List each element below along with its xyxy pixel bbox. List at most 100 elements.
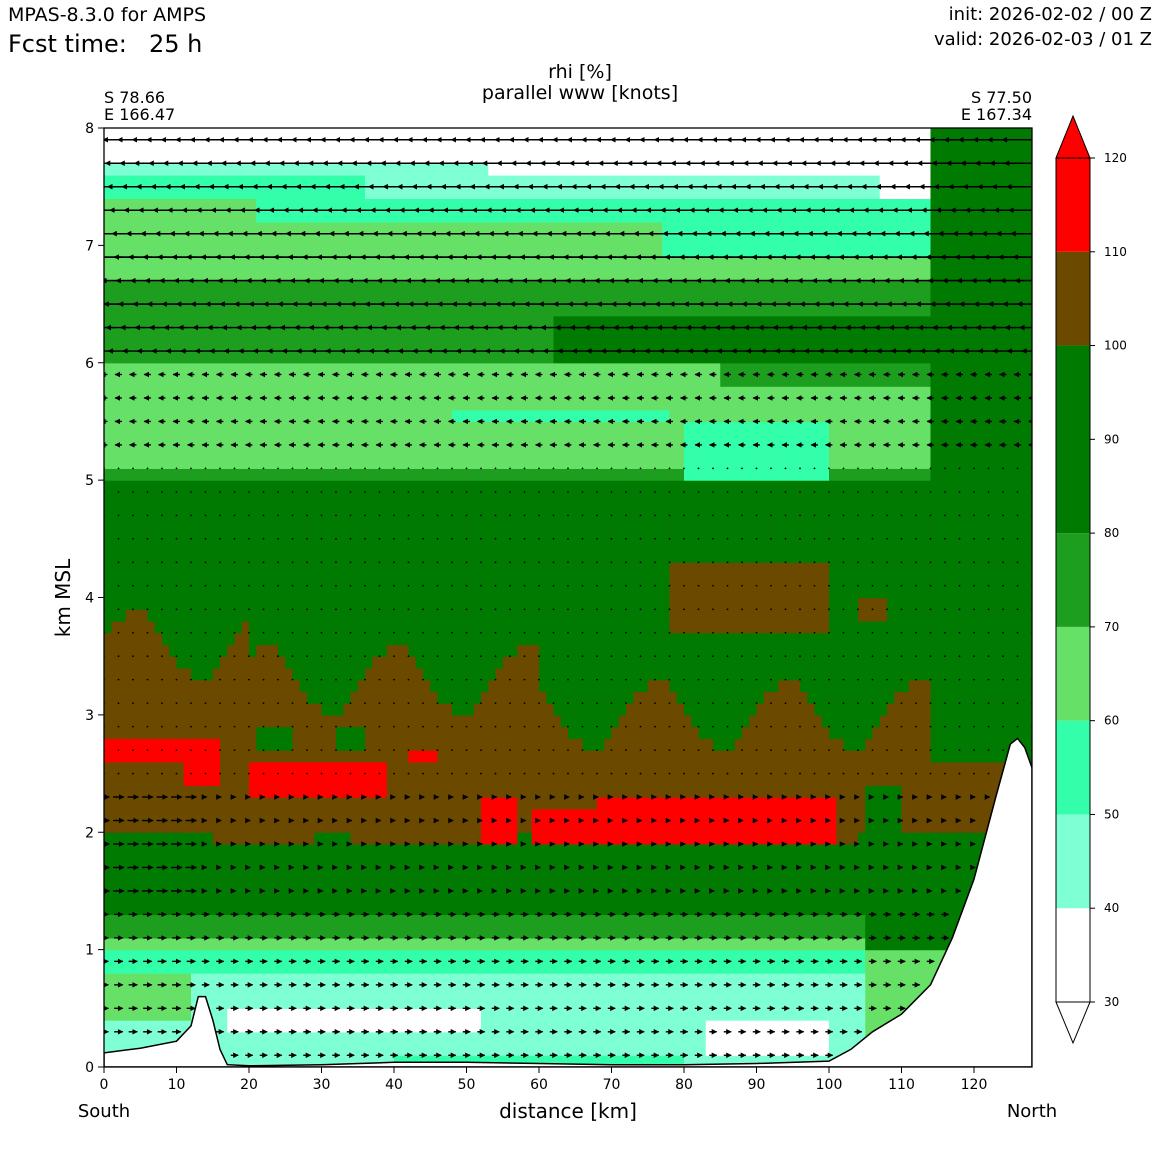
rhi-cell bbox=[582, 315, 591, 364]
rhi-cell bbox=[618, 843, 627, 916]
rhi-cell bbox=[321, 468, 330, 481]
wind-vector bbox=[842, 514, 845, 517]
rhi-cell bbox=[350, 937, 359, 951]
rhi-cell bbox=[575, 468, 584, 481]
rhi-cell bbox=[727, 632, 736, 751]
rhi-cell bbox=[176, 280, 185, 364]
rhi-cell bbox=[133, 1020, 141, 1067]
rhi-cell bbox=[321, 480, 330, 716]
rhi-cell bbox=[807, 562, 816, 634]
rhi-cell bbox=[749, 843, 758, 916]
rhi-cell bbox=[299, 480, 308, 693]
rhi-cell bbox=[510, 797, 518, 845]
wind-vector bbox=[262, 608, 265, 611]
wind-vector bbox=[784, 537, 787, 540]
rhi-cell bbox=[118, 198, 127, 282]
rhi-cell bbox=[466, 468, 475, 481]
wind-vector bbox=[190, 608, 192, 611]
rhi-cell bbox=[408, 468, 417, 481]
rhi-cell bbox=[365, 468, 373, 481]
rhi-cell bbox=[662, 914, 671, 939]
wind-vector bbox=[233, 467, 236, 470]
wind-vector bbox=[654, 631, 656, 634]
wind-vector bbox=[262, 678, 265, 681]
rhi-cell bbox=[749, 280, 758, 317]
rhi-cell bbox=[655, 421, 663, 469]
wind-vector bbox=[712, 467, 714, 470]
rhi-cell bbox=[299, 280, 308, 364]
rhi-cell bbox=[676, 703, 685, 798]
rhi-cell bbox=[292, 973, 301, 1009]
rhi-cell bbox=[705, 315, 714, 364]
rhi-cell bbox=[901, 832, 910, 951]
wind-vector bbox=[451, 749, 453, 751]
rhi-cell bbox=[357, 843, 366, 916]
rhi-cell bbox=[452, 1031, 460, 1056]
rhi-cell bbox=[176, 468, 185, 481]
rhi-cell bbox=[821, 726, 830, 798]
rhi-cell bbox=[676, 280, 685, 317]
rhi-cell bbox=[771, 315, 779, 364]
rhi-cell bbox=[568, 937, 576, 951]
rhi-cell bbox=[176, 198, 185, 282]
wind-vector bbox=[610, 678, 613, 681]
rhi-cell bbox=[263, 937, 272, 951]
colorbar-tick-label: 60 bbox=[1104, 714, 1119, 728]
rhi-cell bbox=[307, 1008, 315, 1033]
wind-vector bbox=[857, 725, 859, 728]
wind-vector bbox=[697, 749, 700, 751]
rhi-cell bbox=[401, 468, 410, 481]
wind-vector bbox=[1016, 467, 1019, 470]
rhi-cell bbox=[125, 280, 134, 364]
wind-vector bbox=[451, 561, 453, 564]
wind-vector bbox=[480, 631, 482, 634]
rhi-cell bbox=[792, 386, 801, 423]
rhi-cell bbox=[357, 679, 366, 728]
wind-vector bbox=[523, 772, 526, 775]
wind-vector bbox=[842, 608, 845, 611]
wind-vector bbox=[436, 749, 439, 751]
rhi-cell bbox=[473, 280, 482, 364]
rhi-cell bbox=[357, 362, 366, 469]
rhi-cell bbox=[763, 386, 772, 423]
wind-vector bbox=[697, 537, 700, 540]
wind-vector bbox=[146, 608, 149, 611]
rhi-cell bbox=[270, 843, 279, 916]
wind-vector bbox=[567, 561, 569, 564]
wind-vector bbox=[494, 490, 497, 493]
rhi-cell bbox=[336, 797, 344, 833]
rhi-cell bbox=[140, 832, 149, 916]
rhi-cell bbox=[676, 198, 685, 258]
rhi-cell bbox=[785, 679, 794, 798]
rhi-cell bbox=[394, 480, 402, 646]
wind-vector bbox=[857, 631, 859, 634]
rhi-cell bbox=[546, 808, 555, 845]
rhi-cell bbox=[459, 914, 468, 939]
wind-vector bbox=[523, 467, 526, 470]
rhi-cell bbox=[800, 128, 808, 176]
rhi-cell bbox=[111, 914, 120, 939]
rhi-cell bbox=[191, 362, 199, 469]
rhi-cell bbox=[191, 480, 199, 681]
rhi-cell bbox=[872, 620, 881, 728]
wind-vector bbox=[190, 725, 192, 728]
wind-vector bbox=[668, 490, 671, 493]
wind-vector bbox=[335, 772, 337, 775]
rhi-cell bbox=[328, 1031, 337, 1067]
rhi-cell bbox=[785, 386, 794, 423]
rhi-cell bbox=[125, 937, 134, 951]
rhi-cell bbox=[285, 1008, 294, 1033]
y-tick-label: 0 bbox=[85, 1060, 94, 1076]
rhi-cell bbox=[270, 163, 279, 176]
rhi-cell bbox=[169, 128, 178, 164]
rhi-cell bbox=[930, 128, 939, 763]
rhi-cell bbox=[568, 914, 576, 939]
rhi-cell bbox=[763, 198, 772, 258]
rhi-cell bbox=[662, 128, 671, 176]
rhi-cell bbox=[241, 937, 250, 951]
rhi-cell bbox=[785, 843, 794, 916]
rhi-cell bbox=[365, 163, 373, 200]
wind-vector bbox=[900, 702, 903, 705]
wind-vector bbox=[596, 490, 598, 493]
wind-vector bbox=[799, 772, 801, 775]
